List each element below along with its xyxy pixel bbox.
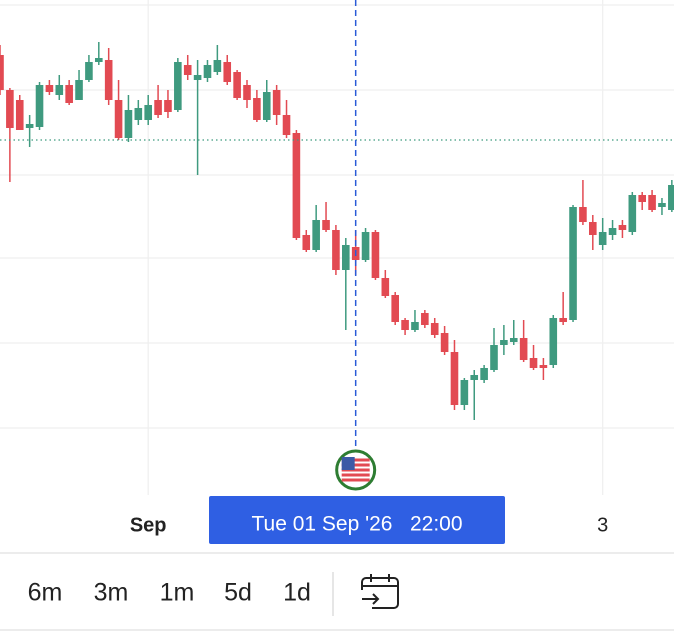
flag-stripe (341, 463, 370, 467)
candle-body (253, 98, 261, 120)
candle-body (361, 232, 370, 260)
candles (0, 42, 674, 420)
range-button[interactable]: 1m (160, 579, 195, 607)
candle-body (440, 333, 449, 352)
candle-body (262, 92, 271, 120)
candle-body (65, 85, 73, 103)
toolbar: 6m 3m 1m 5d 1d (28, 579, 311, 607)
candle-body (638, 195, 646, 202)
flag-stripe (341, 478, 370, 482)
range-button[interactable]: 1d (283, 579, 311, 607)
candle-body (45, 85, 54, 92)
candle-body (490, 345, 498, 370)
flag-stripe (341, 468, 370, 472)
candle-body (628, 195, 637, 232)
candle-body (114, 100, 123, 138)
candle-body (15, 100, 24, 130)
candle-body (282, 115, 291, 135)
candle-body (124, 110, 133, 138)
candle-body (539, 365, 548, 368)
candle-body (302, 235, 311, 250)
candle-body (332, 230, 340, 270)
x-tick-label: Sep (130, 514, 167, 536)
arrow-icon (362, 593, 380, 605)
candle-body (233, 72, 241, 98)
candle-body (35, 85, 44, 127)
candle-body (569, 207, 577, 320)
candle-body (421, 313, 429, 325)
candle-body (312, 220, 320, 250)
candle-body (174, 62, 182, 110)
goto-date-button[interactable] (360, 574, 399, 610)
candle-body (668, 185, 674, 210)
candle-body (55, 85, 64, 95)
candle-body (95, 58, 103, 62)
candle-body (134, 108, 143, 120)
candle-body (470, 375, 479, 380)
range-button[interactable]: 5d (224, 579, 252, 607)
candle-body (430, 323, 439, 335)
candle-body (529, 358, 538, 368)
candle-body (549, 318, 558, 365)
candle-body (75, 80, 83, 100)
candle-body (648, 195, 656, 210)
candle-body (371, 232, 380, 278)
candle-body (480, 368, 488, 380)
candle-body (519, 338, 528, 360)
candle-body (559, 318, 567, 322)
flag-canton (341, 457, 355, 470)
candle-body (193, 75, 202, 80)
x-tick-label: 3 (597, 514, 608, 536)
candle-body (450, 352, 459, 405)
candle-body (658, 203, 666, 207)
candle-body (322, 220, 330, 230)
candle-body (391, 295, 399, 322)
crosshair-label-bg (209, 496, 505, 544)
candle-body (104, 60, 113, 100)
candle-body (460, 380, 469, 405)
candle-body (618, 225, 627, 230)
candle-body (85, 62, 93, 80)
candle-body (25, 124, 34, 128)
candle-body (213, 60, 222, 72)
crosshair-label: Tue 01 Sep '26 22:00 (251, 513, 462, 536)
event-flag[interactable] (335, 449, 377, 491)
candle-body (411, 322, 419, 330)
range-button[interactable]: 6m (28, 579, 63, 607)
candle-body (154, 100, 162, 115)
candle-body (342, 245, 350, 270)
candle-body (509, 338, 518, 342)
candle-body (381, 278, 390, 296)
flag-stripe (341, 473, 370, 477)
candle-body (243, 85, 251, 100)
candle-body (608, 228, 617, 235)
candle-body (272, 90, 281, 115)
candle-body (579, 207, 587, 222)
overlay: Sep 3 Tue 01 Sep '26 22:00 (0, 0, 674, 544)
candle-body (598, 232, 607, 245)
candle-body (292, 133, 301, 238)
range-button[interactable]: 3m (94, 579, 129, 607)
candle-body (0, 55, 4, 90)
candle-body (144, 105, 152, 120)
candle-body (223, 62, 232, 82)
candle-body (401, 320, 409, 330)
candle-body (500, 340, 508, 345)
flag-stripe (341, 458, 370, 462)
candle-body (164, 100, 172, 112)
candle-body (203, 65, 212, 78)
candle-body (6, 90, 14, 128)
candle-body (183, 65, 192, 75)
candle-body (589, 222, 597, 235)
